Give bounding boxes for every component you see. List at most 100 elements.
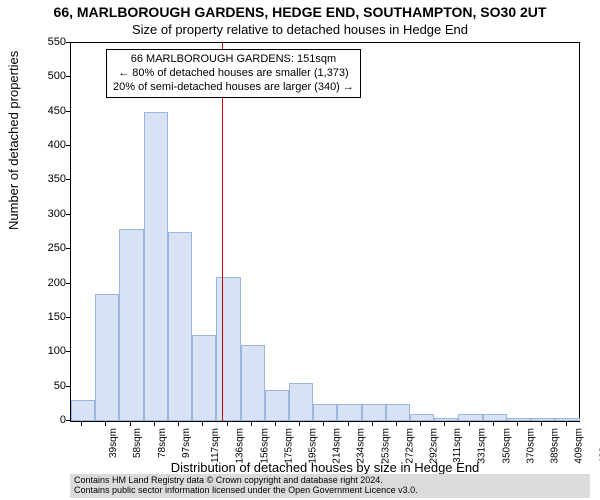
- x-tick-label: 350sqm: [501, 428, 512, 464]
- y-tick-label: 50: [26, 380, 66, 392]
- y-tick-label: 150: [26, 311, 66, 323]
- y-tick-label: 200: [26, 277, 66, 289]
- histogram-bar: [483, 414, 507, 421]
- annotation-line: 20% of semi-detached houses are larger (…: [113, 81, 354, 95]
- histogram-bar: [265, 390, 289, 421]
- histogram-bar: [434, 418, 458, 421]
- x-tick-label: 78sqm: [157, 428, 168, 458]
- histogram-bar: [337, 404, 361, 421]
- x-tick-mark: [323, 422, 324, 426]
- histogram-bar: [362, 404, 386, 421]
- attribution-footer: Contains HM Land Registry data © Crown c…: [70, 474, 590, 498]
- histogram-bar: [241, 345, 265, 421]
- x-tick-label: 389sqm: [550, 428, 561, 464]
- x-tick-label: 117sqm: [210, 428, 221, 463]
- x-tick-label: 136sqm: [235, 428, 246, 464]
- chart-title: 66, MARLBOROUGH GARDENS, HEDGE END, SOUT…: [0, 4, 600, 20]
- x-tick-mark: [105, 422, 106, 426]
- x-tick-mark: [299, 422, 300, 426]
- x-tick-mark: [420, 422, 421, 426]
- bars-layer: [71, 43, 579, 421]
- y-tick-mark: [66, 351, 70, 352]
- x-tick-mark: [444, 422, 445, 426]
- histogram-bar: [289, 383, 313, 421]
- histogram-bar: [71, 400, 95, 421]
- footer-line-2: Contains public sector information licen…: [74, 486, 586, 496]
- y-tick-mark: [66, 248, 70, 249]
- x-tick-label: 311sqm: [452, 428, 463, 463]
- annotation-box: 66 MARLBOROUGH GARDENS: 151sqm← 80% of d…: [106, 49, 361, 98]
- x-tick-label: 97sqm: [181, 428, 192, 458]
- y-tick-mark: [66, 145, 70, 146]
- y-tick-mark: [66, 179, 70, 180]
- x-tick-label: 156sqm: [259, 428, 270, 464]
- histogram-bar: [192, 335, 216, 421]
- x-tick-mark: [469, 422, 470, 426]
- histogram-bar: [313, 404, 337, 421]
- y-axis-label: Number of detached properties: [6, 51, 21, 230]
- y-tick-mark: [66, 42, 70, 43]
- x-tick-mark: [154, 422, 155, 426]
- x-tick-mark: [493, 422, 494, 426]
- x-tick-label: 253sqm: [380, 428, 391, 464]
- annotation-line: ← 80% of detached houses are smaller (1,…: [113, 67, 354, 81]
- x-tick-label: 234sqm: [356, 428, 367, 464]
- chart-subtitle: Size of property relative to detached ho…: [0, 22, 600, 37]
- x-tick-label: 409sqm: [574, 428, 585, 464]
- x-tick-mark: [396, 422, 397, 426]
- y-tick-label: 250: [26, 242, 66, 254]
- x-tick-label: 39sqm: [108, 428, 119, 458]
- y-tick-mark: [66, 76, 70, 77]
- histogram-bar: [168, 232, 192, 421]
- x-tick-label: 331sqm: [477, 428, 488, 464]
- x-tick-label: 370sqm: [525, 428, 536, 464]
- x-tick-mark: [227, 422, 228, 426]
- y-tick-mark: [66, 111, 70, 112]
- x-tick-label: 214sqm: [332, 428, 343, 464]
- y-tick-mark: [66, 283, 70, 284]
- y-tick-label: 300: [26, 208, 66, 220]
- y-tick-label: 500: [26, 70, 66, 82]
- y-tick-mark: [66, 386, 70, 387]
- y-tick-label: 350: [26, 173, 66, 185]
- x-tick-mark: [566, 422, 567, 426]
- x-tick-label: 195sqm: [308, 428, 319, 464]
- x-tick-mark: [517, 422, 518, 426]
- histogram-bar: [531, 418, 555, 421]
- histogram-bar: [119, 229, 143, 421]
- chart-container: { "title": "66, MARLBOROUGH GARDENS, HED…: [0, 0, 600, 500]
- x-tick-label: 292sqm: [429, 428, 440, 464]
- x-tick-label: 272sqm: [404, 428, 415, 464]
- y-tick-mark: [66, 420, 70, 421]
- y-tick-label: 100: [26, 345, 66, 357]
- y-tick-label: 0: [26, 414, 66, 426]
- y-tick-label: 550: [26, 36, 66, 48]
- histogram-bar: [144, 112, 168, 421]
- histogram-bar: [458, 414, 482, 421]
- x-tick-mark: [130, 422, 131, 426]
- x-tick-mark: [178, 422, 179, 426]
- x-tick-label: 175sqm: [283, 428, 294, 464]
- x-tick-label: 58sqm: [132, 428, 143, 458]
- histogram-bar: [555, 418, 579, 421]
- plot-area: 66 MARLBOROUGH GARDENS: 151sqm← 80% of d…: [70, 42, 580, 422]
- y-tick-label: 450: [26, 105, 66, 117]
- histogram-bar: [410, 414, 434, 421]
- y-tick-mark: [66, 214, 70, 215]
- histogram-bar: [507, 418, 531, 421]
- y-tick-label: 400: [26, 139, 66, 151]
- x-tick-mark: [251, 422, 252, 426]
- x-tick-mark: [541, 422, 542, 426]
- y-tick-mark: [66, 317, 70, 318]
- histogram-bar: [386, 404, 410, 421]
- histogram-bar: [95, 294, 119, 421]
- annotation-line: 66 MARLBOROUGH GARDENS: 151sqm: [113, 53, 354, 67]
- x-tick-mark: [348, 422, 349, 426]
- reference-line: [222, 43, 223, 421]
- x-tick-mark: [275, 422, 276, 426]
- histogram-bar: [216, 277, 240, 421]
- x-tick-mark: [372, 422, 373, 426]
- x-axis-label: Distribution of detached houses by size …: [70, 460, 580, 475]
- footer-line-1: Contains HM Land Registry data © Crown c…: [74, 476, 586, 486]
- x-tick-mark: [202, 422, 203, 426]
